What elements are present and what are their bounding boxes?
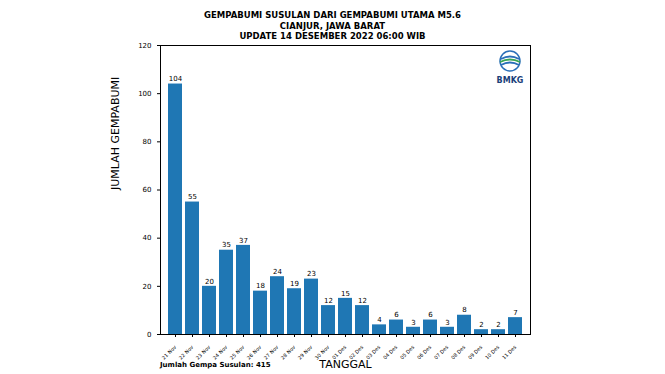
svg-text:23: 23 xyxy=(307,270,316,278)
svg-text:100: 100 xyxy=(138,90,151,98)
svg-text:06 Des: 06 Des xyxy=(416,344,433,361)
svg-text:25 Nov: 25 Nov xyxy=(229,344,246,361)
svg-text:28 Nov: 28 Nov xyxy=(280,344,297,361)
svg-text:29 Nov: 29 Nov xyxy=(297,344,314,361)
svg-text:104: 104 xyxy=(169,75,183,83)
svg-text:01 Des: 01 Des xyxy=(330,343,348,361)
svg-text:JUMLAH GEMPABUMI: JUMLAH GEMPABUMI xyxy=(109,77,122,191)
svg-text:4: 4 xyxy=(377,316,382,324)
html-text:Jumlah Gempa Susulan: 415: Jumlah Gempa Susulan: 415 xyxy=(160,361,271,369)
svg-text:60: 60 xyxy=(143,186,152,194)
svg-text:6: 6 xyxy=(428,311,433,319)
svg-text:26 Nov: 26 Nov xyxy=(246,344,263,361)
svg-text:TANGGAL: TANGGAL xyxy=(318,358,372,371)
svg-text:0: 0 xyxy=(147,331,151,339)
svg-text:20: 20 xyxy=(205,278,214,286)
svg-text:20: 20 xyxy=(143,283,152,291)
svg-text:09 Des: 09 Des xyxy=(467,344,484,361)
svg-text:3: 3 xyxy=(411,319,415,327)
svg-text:18: 18 xyxy=(256,282,265,290)
html-text:UPDATE 14 DESEMBER 2022 06:00: UPDATE 14 DESEMBER 2022 06:00 WIB xyxy=(239,31,426,41)
svg-text:21 Nov: 21 Nov xyxy=(161,344,178,361)
svg-text:2: 2 xyxy=(479,321,483,329)
svg-text:10 Des: 10 Des xyxy=(484,344,501,361)
html-text:BMKG: BMKG xyxy=(496,76,524,85)
svg-text:15: 15 xyxy=(341,290,350,298)
svg-text:6: 6 xyxy=(394,311,399,319)
svg-text:40: 40 xyxy=(143,234,152,242)
svg-text:12: 12 xyxy=(324,297,333,305)
svg-text:03 Des: 03 Des xyxy=(364,343,382,361)
svg-text:22 Nov: 22 Nov xyxy=(178,344,195,361)
svg-text:12: 12 xyxy=(358,297,367,305)
svg-text:24 Nov: 24 Nov xyxy=(212,344,229,361)
svg-text:27 Nov: 27 Nov xyxy=(263,344,280,361)
svg-text:04 Des: 04 Des xyxy=(382,344,399,361)
svg-text:05 Des: 05 Des xyxy=(399,344,416,361)
svg-text:08 Des: 08 Des xyxy=(450,344,467,361)
svg-text:120: 120 xyxy=(138,43,151,50)
svg-text:23 Nov: 23 Nov xyxy=(195,344,212,361)
svg-text:37: 37 xyxy=(239,237,248,245)
svg-text:11 Des: 11 Des xyxy=(501,344,518,361)
svg-text:35: 35 xyxy=(222,241,231,249)
svg-text:02 Des: 02 Des xyxy=(347,343,365,361)
svg-text:80: 80 xyxy=(143,138,152,146)
svg-text:2: 2 xyxy=(496,321,500,329)
svg-text:24: 24 xyxy=(273,268,282,276)
svg-text:3: 3 xyxy=(445,319,449,327)
svg-text:8: 8 xyxy=(462,306,466,314)
html-text:GEMPABUMI SUSULAN DARI GEMPABU: GEMPABUMI SUSULAN DARI GEMPABUMI UTAMA M… xyxy=(204,10,461,20)
svg-text:7: 7 xyxy=(513,309,517,317)
svg-text:07 Des: 07 Des xyxy=(433,344,450,361)
svg-text:55: 55 xyxy=(188,193,197,201)
svg-text:30 Nov: 30 Nov xyxy=(313,343,331,361)
svg-text:19: 19 xyxy=(290,280,299,288)
html-text:CIANJUR, JAWA BARAT: CIANJUR, JAWA BARAT xyxy=(279,20,386,31)
